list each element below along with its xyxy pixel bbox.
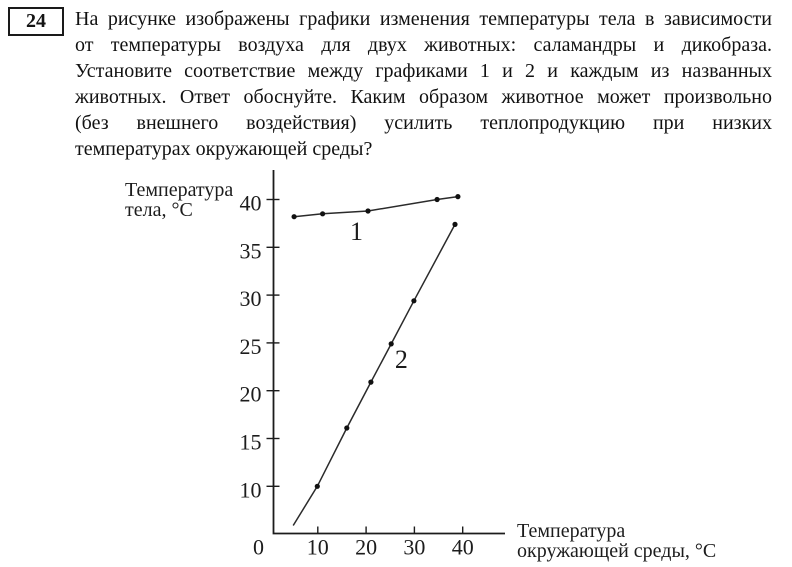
question-line: На рисунке изображены графики изменения … xyxy=(75,8,772,30)
data-point-2 xyxy=(368,379,374,385)
question-line: животных. Ответ обоснуйте. Каким образом… xyxy=(75,86,772,108)
x-tick-label: 40 xyxy=(452,535,474,560)
data-point-2 xyxy=(344,425,350,431)
question-number-box: 24 xyxy=(8,7,64,36)
series-label-2: 2 xyxy=(395,345,408,374)
y-tick-label: 15 xyxy=(240,430,262,455)
x-tick-label: 20 xyxy=(355,535,377,560)
question-number: 24 xyxy=(26,10,46,32)
data-point-2 xyxy=(411,298,417,304)
data-point-1 xyxy=(320,211,326,217)
data-point-2 xyxy=(314,483,320,489)
x-tick-label: 30 xyxy=(403,535,425,560)
origin-label: 0 xyxy=(253,535,264,560)
question-line: от температуры воздуха для двух животных… xyxy=(75,34,772,56)
question-line: Установите соответствие между графиками … xyxy=(75,60,772,82)
x-axis-title: Температура xyxy=(517,520,625,542)
y-tick-label: 30 xyxy=(240,286,262,311)
data-point-1 xyxy=(455,194,461,200)
y-tick-label: 35 xyxy=(240,238,262,263)
y-axis-title: тела, °C xyxy=(125,199,193,221)
question-line: (без внешнего воздействия) усилить тепло… xyxy=(75,112,772,134)
x-tick-label: 10 xyxy=(307,535,329,560)
series-line-2 xyxy=(292,224,456,526)
data-point-1 xyxy=(291,214,297,220)
series-label-1: 1 xyxy=(350,217,363,246)
x-axis-title: окружающей среды, °C xyxy=(517,540,716,562)
y-tick-label: 25 xyxy=(240,334,262,359)
axes xyxy=(272,170,505,535)
data-point-2 xyxy=(452,221,458,227)
y-tick-label: 10 xyxy=(240,477,262,502)
question-text: На рисунке изображены графики изменения … xyxy=(75,6,772,162)
data-point-2 xyxy=(388,341,394,347)
y-tick-label: 20 xyxy=(240,382,262,407)
y-axis-title: Температура xyxy=(125,179,233,201)
data-point-1 xyxy=(434,196,440,203)
series-line-1 xyxy=(294,195,459,218)
question-line: температурах окружающей среды? xyxy=(75,138,373,160)
y-tick-label: 40 xyxy=(240,191,262,216)
data-point-1 xyxy=(365,208,371,214)
